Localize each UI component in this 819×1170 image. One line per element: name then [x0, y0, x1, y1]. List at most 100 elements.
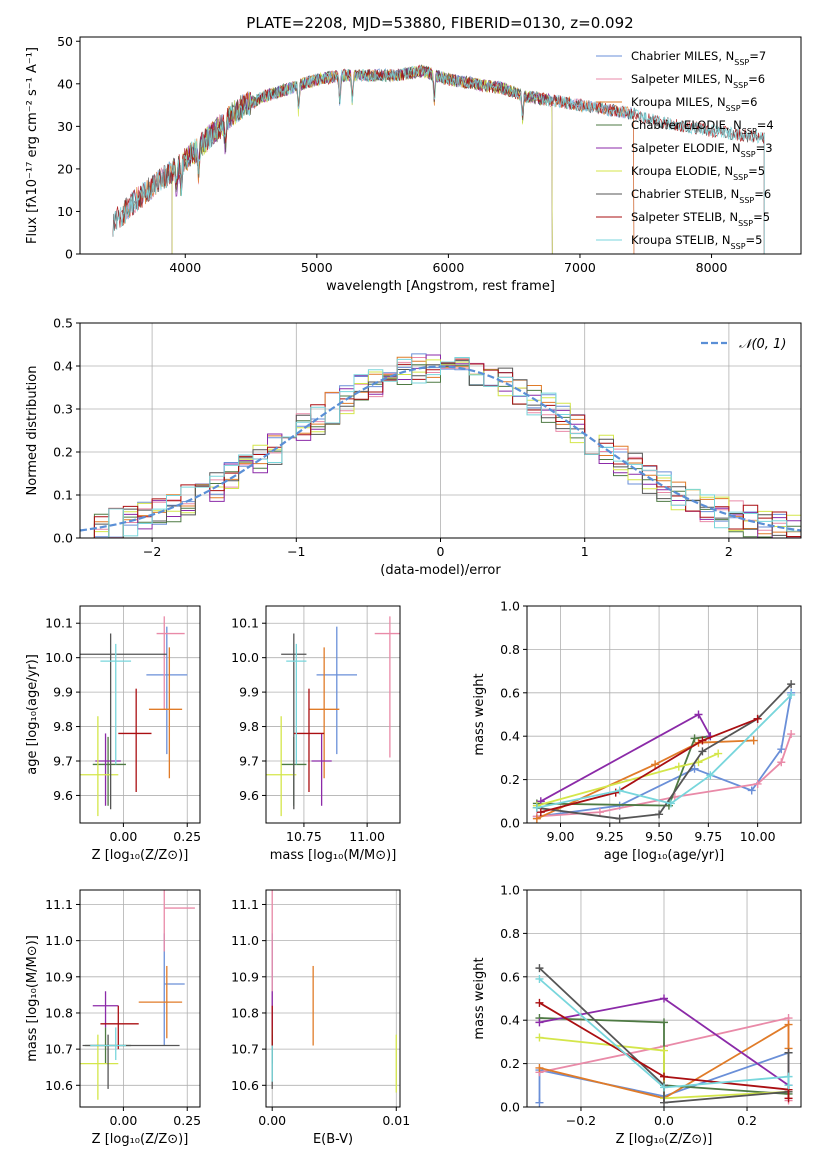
plot-frame	[265, 889, 401, 1108]
y-tick-label: 9.8	[239, 719, 259, 734]
y-tick-label: 9.8	[53, 719, 73, 734]
plot-frame	[79, 605, 201, 824]
y-tick-label: 10.9	[45, 969, 73, 984]
weight-series-marker	[615, 786, 624, 795]
x-tick-label: 7000	[564, 260, 596, 275]
y-tick-label: 0.1	[53, 488, 73, 503]
x-tick-label: 9.75	[694, 829, 722, 844]
x-axis-label: E(B-V)	[313, 1132, 353, 1147]
weight-series-marker	[784, 1048, 793, 1057]
y-tick-label: 10.0	[231, 650, 259, 665]
y-tick-label: 0.4	[500, 729, 520, 744]
plot-background	[527, 606, 801, 823]
plot-data	[80, 890, 195, 1100]
y-tick-label: 10.6	[45, 1078, 73, 1093]
legend-label: Chabrier ELODIE, NSSP=4	[631, 118, 774, 136]
weight-series-line	[539, 1022, 790, 1100]
y-tick-label: 10.7	[45, 1042, 73, 1057]
y-tick-label: 9.9	[239, 685, 259, 700]
x-tick-label: 0.25	[173, 829, 201, 844]
x-axis-label: (data-model)/error	[380, 563, 501, 578]
weight-series-marker	[535, 1018, 544, 1027]
weight-series-line	[536, 752, 719, 807]
weight-series-marker	[690, 734, 699, 743]
y-tick-label: 20	[57, 161, 73, 176]
weight-series-marker	[535, 1063, 544, 1072]
weight-series-marker	[784, 1072, 793, 1081]
weight-series-marker	[784, 1094, 793, 1103]
weight-series-marker	[787, 680, 796, 689]
x-tick-label: 11.00	[349, 829, 385, 844]
weight-series-marker	[706, 771, 715, 780]
x-tick-label: 0.25	[173, 1113, 201, 1128]
y-tick-label: 0.2	[53, 445, 73, 460]
plot-data	[271, 890, 397, 1093]
legend-label: Kroupa MILES, NSSP=6	[631, 95, 757, 113]
weight-series-marker	[694, 710, 703, 719]
y-tick-label: 30	[57, 119, 73, 134]
plot-data	[266, 616, 400, 817]
weight-series-line	[536, 692, 792, 818]
x-axis-label: age [log₁₀(age/yr)]	[604, 848, 725, 863]
weight-series-marker	[749, 736, 758, 745]
y-tick-label: 11.1	[231, 897, 259, 912]
x-axis-label: mass [log₁₀(M/M⊙)]	[270, 848, 397, 863]
x-tick-label: 9.50	[645, 829, 673, 844]
y-axis-label: mass [log₁₀(M/M⊙)]	[25, 935, 40, 1062]
y-tick-label: 0.6	[500, 969, 520, 984]
y-tick-label: 50	[57, 34, 73, 49]
x-tick-label: 10.75	[286, 829, 322, 844]
x-tick-label: 2	[725, 544, 733, 559]
weight-series-line	[536, 683, 792, 820]
gaussian-reference-curve	[80, 365, 801, 532]
weight-series-marker	[714, 749, 723, 758]
weight-series-marker	[595, 808, 604, 817]
y-tick-label: 0.2	[500, 1056, 520, 1071]
legend-label: Salpeter STELIB, NSSP=5	[631, 210, 770, 228]
x-tick-label: 0.00	[109, 829, 137, 844]
y-axis-label: age [log₁₀(age/yr)]	[25, 654, 40, 775]
weight-series-marker	[690, 764, 699, 773]
y-tick-label: 10.7	[231, 1042, 259, 1057]
legend-label: Chabrier STELIB, NSSP=6	[631, 187, 771, 205]
weight-series-marker	[660, 1018, 668, 1027]
plot-data	[112, 64, 765, 254]
y-tick-label: 0.5	[53, 316, 73, 331]
weight-series-marker	[655, 810, 664, 819]
y-tick-label: 0.8	[500, 926, 520, 941]
x-tick-label: 6000	[432, 260, 464, 275]
y-tick-label: 10.6	[231, 1078, 259, 1093]
x-tick-label: 9.00	[547, 829, 575, 844]
weight-series-marker	[698, 747, 707, 756]
y-tick-label: 10.0	[45, 650, 73, 665]
y-tick-label: 0.0	[53, 531, 73, 546]
weight-series-marker	[753, 779, 762, 788]
panel-weight_vs_Z: −0.2 0.0 0.2 0.0 0.2 0.4 0.6 0.8 1.0 Z [log₁₀(Z/Z…	[472, 883, 802, 1147]
y-tick-label: 0.2	[500, 772, 520, 787]
y-tick-label: 10.9	[231, 969, 259, 984]
y-axis-label: Normed distribution	[25, 366, 40, 496]
plot-data	[532, 680, 796, 823]
weight-series-marker	[660, 994, 668, 1003]
plot-background	[266, 606, 400, 823]
weight-series-line	[540, 717, 758, 813]
weight-series-marker	[532, 814, 541, 823]
y-tick-label: 10.1	[45, 616, 73, 631]
x-tick-label: 0.01	[382, 1113, 410, 1128]
weight-series-marker	[753, 714, 762, 723]
weight-series-marker	[535, 974, 544, 983]
weight-series-marker	[698, 736, 707, 745]
weight-series-line	[536, 739, 754, 820]
weight-series-marker	[535, 1098, 544, 1107]
weight-series-marker	[535, 1033, 544, 1042]
x-tick-label: 8000	[696, 260, 728, 275]
weight-series-marker	[777, 745, 786, 754]
figure-title: PLATE=2208, MJD=53880, FIBERID=0130, z=0…	[246, 14, 633, 32]
y-tick-label: 9.6	[53, 788, 73, 803]
plot-frame	[79, 36, 802, 255]
panel-spectrum: 4000 5000 6000 7000 8000 0 10 20 30 40 50 wavelengt…	[25, 34, 802, 294]
spectrum-line	[112, 64, 765, 254]
y-tick-label: 10	[57, 204, 73, 219]
plot-frame	[526, 605, 802, 824]
y-tick-label: 1.0	[500, 599, 520, 614]
